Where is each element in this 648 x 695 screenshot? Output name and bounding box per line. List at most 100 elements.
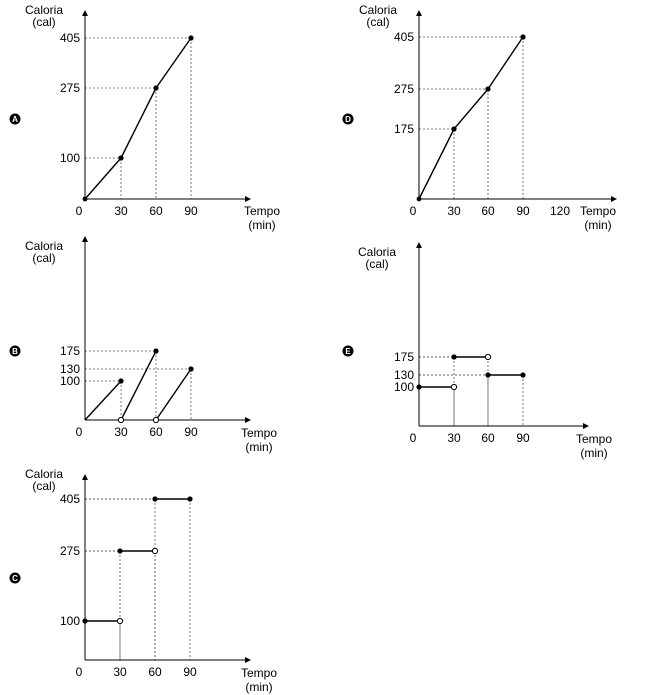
chart-C: C Caloria(cal) Tempo(min) 0 30 60 90 100 275 405 (9, 467, 277, 694)
x-axis-arrow (583, 423, 589, 429)
y-tick-label: 100 (60, 151, 80, 165)
y-tick-label: 405 (60, 492, 80, 506)
option-badge-letter: A (12, 115, 18, 124)
data-point-closed (520, 372, 526, 378)
data-point-open (484, 353, 492, 361)
data-point-closed (485, 86, 491, 92)
y-axis-title: Caloria (359, 3, 397, 17)
x-axis-unit: (min) (580, 446, 607, 460)
series-segment (84, 380, 122, 421)
option-badge-circle (9, 345, 21, 357)
x-tick-label: 90 (516, 204, 530, 218)
x-tick-label: 0 (76, 204, 83, 218)
x-axis-unit: (min) (245, 680, 272, 694)
data-point-closed (187, 496, 193, 502)
y-axis-unit: (cal) (366, 15, 389, 29)
data-point-closed (416, 384, 422, 390)
x-tick-label: 60 (481, 204, 495, 218)
data-point-closed (117, 548, 123, 554)
chart-A: A Caloria(cal) Tempo(min) 0 30 60 90 100 275 405 (9, 3, 280, 232)
option-badge-E: E (342, 345, 354, 357)
chart-D: D Caloria(cal) Tempo(min) 0 30 60 90 120 175 275 4… (342, 3, 617, 232)
series-segment (120, 87, 157, 159)
x-tick-label: 90 (184, 425, 198, 439)
data-point-closed (118, 155, 124, 161)
x-axis-title: Tempo (576, 432, 612, 446)
option-badge-circle (342, 113, 354, 125)
y-tick-label: 275 (60, 81, 80, 95)
y-axis-unit: (cal) (32, 251, 55, 265)
series-segment (487, 36, 524, 90)
x-tick-label: 0 (410, 431, 417, 445)
option-badge-C: C (9, 572, 21, 584)
y-axis-arrow (416, 242, 422, 248)
data-point-open (151, 547, 159, 555)
y-tick-label: 100 (60, 374, 80, 388)
data-point-open (450, 383, 458, 391)
x-axis-arrow (611, 196, 617, 202)
y-tick-label: 405 (60, 31, 80, 45)
x-tick-label: 90 (516, 431, 530, 445)
x-tick-label: 120 (550, 204, 570, 218)
x-axis-title: Tempo (244, 204, 280, 218)
y-tick-label: 100 (60, 614, 80, 628)
x-tick-label: 30 (114, 204, 128, 218)
data-point-closed (520, 34, 526, 40)
option-badge-A: A (9, 113, 21, 125)
series-segment (155, 368, 192, 421)
option-badge-letter: E (345, 347, 351, 356)
series-segment (453, 88, 489, 130)
y-axis-unit: (cal) (32, 15, 55, 29)
option-badge-circle (9, 572, 21, 584)
y-axis-unit: (cal) (365, 257, 388, 271)
data-point-origin (416, 196, 422, 202)
option-badge-letter: D (345, 115, 351, 124)
y-axis-arrow (82, 236, 88, 242)
x-tick-label: 30 (114, 425, 128, 439)
option-badge-B: B (9, 345, 21, 357)
y-axis-title: Caloria (25, 239, 63, 253)
series-segment (418, 128, 455, 200)
x-tick-label: 60 (481, 431, 495, 445)
data-point-closed (118, 378, 124, 384)
y-tick-label: 175 (394, 122, 414, 136)
x-tick-label: 30 (447, 204, 461, 218)
y-tick-label: 100 (394, 380, 414, 394)
x-axis-unit: (min) (248, 218, 275, 232)
x-tick-label: 0 (410, 204, 417, 218)
y-tick-label: 275 (60, 544, 80, 558)
data-point-closed (153, 85, 159, 91)
x-tick-label: 60 (148, 665, 162, 679)
x-axis-title: Tempo (580, 204, 616, 218)
option-badge-letter: C (12, 574, 18, 583)
x-tick-label: 90 (184, 204, 198, 218)
option-badge-circle (342, 345, 354, 357)
series-segment (84, 157, 122, 200)
option-badge-letter: B (12, 347, 18, 356)
y-axis-arrow (82, 474, 88, 480)
x-axis-title: Tempo (241, 426, 277, 440)
x-axis-arrow (245, 417, 251, 423)
x-axis-unit: (min) (245, 440, 272, 454)
x-axis-arrow (245, 196, 251, 202)
data-point-open (117, 416, 125, 424)
data-point-closed (188, 35, 194, 41)
x-tick-label: 0 (76, 425, 83, 439)
x-axis-unit: (min) (584, 218, 611, 232)
data-point-closed (485, 372, 491, 378)
y-axis-title: Caloria (25, 3, 63, 17)
data-point-closed (82, 618, 88, 624)
y-axis-title: Caloria (358, 245, 396, 259)
series-segment (155, 37, 192, 89)
data-point-origin (82, 196, 88, 202)
y-axis-unit: (cal) (32, 479, 55, 493)
y-tick-label: 175 (394, 350, 414, 364)
x-tick-label: 0 (76, 665, 83, 679)
x-tick-label: 30 (447, 431, 461, 445)
y-tick-label: 405 (394, 30, 414, 44)
y-axis-arrow (416, 10, 422, 16)
data-point-closed (188, 366, 194, 372)
x-tick-label: 60 (149, 204, 163, 218)
